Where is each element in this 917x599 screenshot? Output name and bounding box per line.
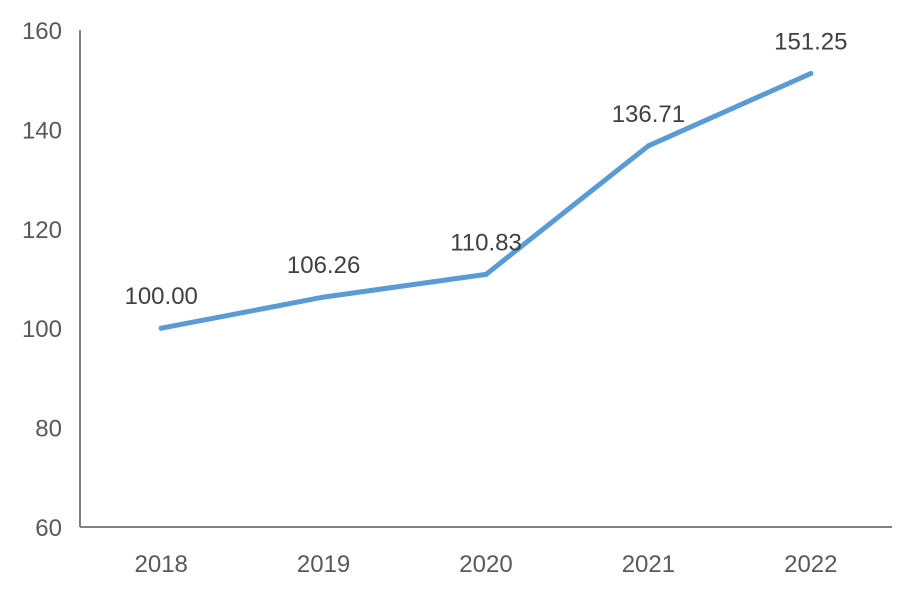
data-point — [321, 294, 327, 300]
y-tick-label: 140 — [22, 117, 62, 144]
x-tick-label: 2021 — [622, 551, 675, 578]
y-axis: 60 80 100 120 140 160 — [22, 18, 81, 542]
series-line — [158, 71, 814, 331]
y-tick-label: 160 — [22, 18, 62, 45]
x-axis: 2018 2019 2020 2021 2022 — [80, 526, 892, 578]
data-label: 136.71 — [612, 101, 685, 128]
x-tick-label: 2019 — [297, 551, 350, 578]
y-tick-label: 120 — [22, 217, 62, 244]
data-labels: 100.00 106.26 110.83 136.71 151.25 — [124, 28, 847, 310]
data-label: 151.25 — [774, 28, 847, 55]
data-label: 106.26 — [287, 252, 360, 279]
x-tick-label: 2020 — [459, 551, 512, 578]
series-group — [158, 70, 814, 331]
data-label: 100.00 — [124, 283, 197, 310]
data-point — [158, 325, 164, 331]
data-point — [483, 271, 489, 277]
y-tick-label: 60 — [35, 515, 62, 542]
data-label: 110.83 — [450, 229, 522, 256]
data-point — [808, 70, 814, 76]
y-tick-label: 100 — [22, 316, 62, 343]
data-point — [645, 143, 651, 149]
x-tick-label: 2022 — [784, 551, 837, 578]
y-tick-label: 80 — [35, 416, 62, 443]
x-tick-label: 2018 — [135, 551, 188, 578]
